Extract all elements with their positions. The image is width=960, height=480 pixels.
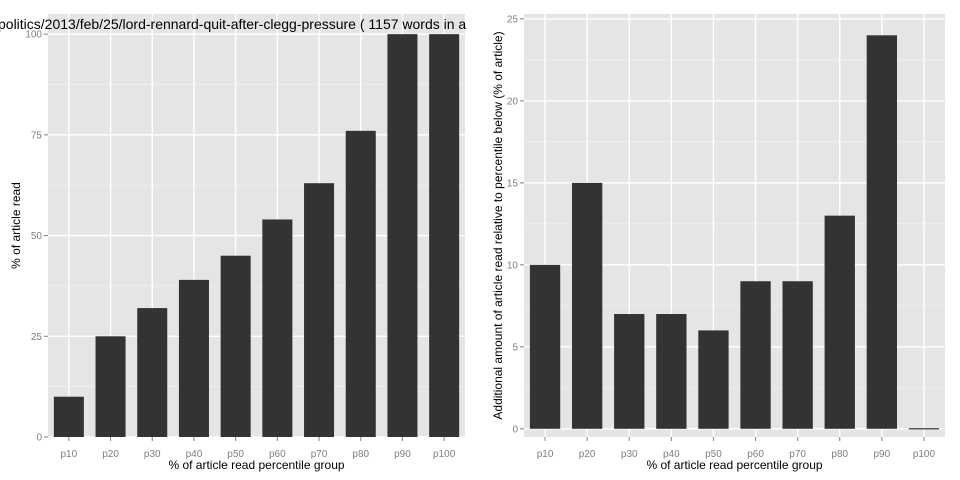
right-y-axis: 0 5 10 15 20 25 (507, 14, 524, 435)
bar-p40 (656, 314, 687, 429)
bar-p100 (908, 428, 940, 430)
bar-p100 (429, 34, 460, 438)
left-y-axis-title: % of article read (9, 182, 23, 269)
y-tick-label: 15 (507, 178, 519, 189)
x-tick-label: p20 (102, 449, 119, 460)
right-y-axis-title: Additional amount of article read relati… (491, 31, 505, 419)
x-tick-label: p80 (831, 449, 848, 460)
bar-p70 (304, 183, 335, 437)
bar-p60 (262, 219, 293, 437)
bar-p40 (178, 279, 209, 437)
bar-p10 (529, 264, 561, 429)
x-tick-label: p60 (269, 449, 286, 460)
bar-p50 (220, 255, 251, 437)
y-tick-label: 20 (507, 96, 519, 107)
bar-p90 (866, 35, 898, 429)
x-tick-label: p40 (186, 449, 203, 460)
x-tick-label: p90 (874, 449, 891, 460)
y-tick-label: 10 (507, 260, 519, 271)
x-tick-label: p30 (144, 449, 161, 460)
right-bars (529, 35, 940, 430)
bar-p20 (95, 336, 126, 437)
left-bars (53, 34, 460, 438)
x-tick-label: p70 (789, 449, 806, 460)
y-tick-label: 100 (25, 30, 42, 41)
y-tick-label: 25 (31, 332, 43, 343)
bar-p10 (53, 396, 84, 437)
x-tick-label: p20 (579, 449, 596, 460)
y-tick-label: 75 (31, 130, 43, 141)
bar-p30 (137, 308, 168, 437)
x-tick-label: p100 (913, 449, 936, 460)
y-tick-label: 50 (31, 231, 43, 242)
y-tick-label: 25 (507, 14, 519, 25)
x-tick-label: p70 (311, 449, 328, 460)
x-tick-label: p80 (352, 449, 369, 460)
left-x-axis: p10 p20 p30 p40 p50 p60 p70 p80 p90 p100 (61, 437, 456, 460)
y-tick-label: 0 (512, 424, 518, 435)
bar-p70 (782, 281, 813, 429)
bar-p30 (614, 314, 645, 429)
y-tick-label: 0 (36, 433, 42, 444)
x-tick-label: p60 (747, 449, 764, 460)
bar-p80 (824, 215, 855, 429)
x-tick-label: p90 (394, 449, 411, 460)
bar-p50 (698, 330, 729, 429)
bar-p20 (571, 182, 603, 429)
x-tick-label: p40 (663, 449, 680, 460)
x-tick-label: p30 (621, 449, 638, 460)
x-tick-label: p50 (227, 449, 244, 460)
left-chart-title: politics/2013/feb/25/lord-rennard-quit-a… (0, 16, 466, 32)
left-y-axis: 0 25 50 75 100 (25, 30, 48, 444)
y-tick-label: 5 (512, 342, 518, 353)
bar-p60 (740, 281, 771, 429)
right-x-axis-title: % of article read percentile group (646, 458, 822, 472)
right-x-axis: p10 p20 p30 p40 p50 p60 p70 p80 p90 p100 (537, 437, 936, 460)
x-tick-label: p100 (433, 449, 456, 460)
bar-p90 (387, 34, 418, 438)
x-tick-label: p10 (537, 449, 554, 460)
x-tick-label: p10 (61, 449, 78, 460)
x-tick-label: p50 (705, 449, 722, 460)
bar-p80 (345, 130, 376, 438)
left-x-axis-title: % of article read percentile group (168, 458, 344, 472)
